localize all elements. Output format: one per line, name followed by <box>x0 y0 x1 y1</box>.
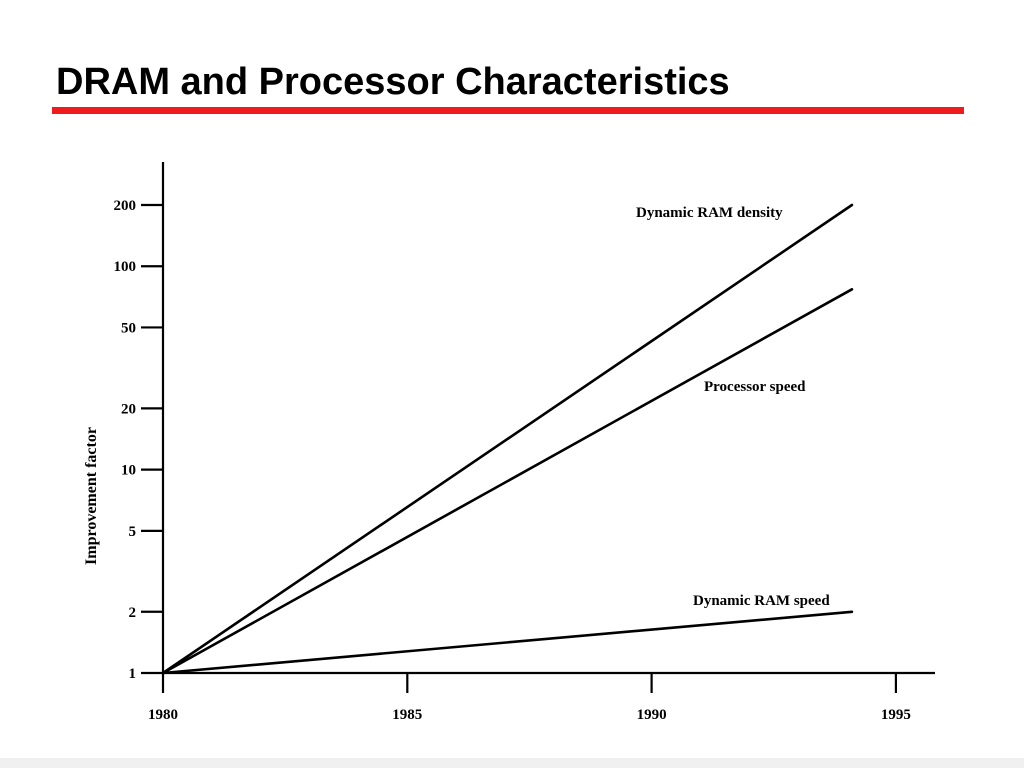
chart-labels: Improvement factor Dynamic RAM density Pro… <box>83 205 830 609</box>
y-tick-label: 5 <box>129 524 137 540</box>
slide-footer-band <box>0 758 1024 768</box>
chart-ticks: 1 2 5 10 20 50 100 200 1980 1985 1990 1995 <box>114 198 911 723</box>
x-tick-label: 1980 <box>148 707 178 723</box>
y-tick-label: 200 <box>114 198 137 214</box>
y-tick-label: 50 <box>121 320 136 336</box>
y-axis-title: Improvement factor <box>83 427 100 565</box>
series-line-processor-speed <box>161 288 854 675</box>
y-tick-label: 20 <box>121 401 136 417</box>
series-label-dynamic-ram-density: Dynamic RAM density <box>636 205 783 221</box>
series-line-dynamic-ram-density <box>161 203 854 675</box>
series-label-processor-speed: Processor speed <box>704 379 806 395</box>
y-tick-label: 100 <box>114 259 137 275</box>
y-tick-label: 2 <box>129 605 137 621</box>
x-tick-label: 1990 <box>637 707 667 723</box>
x-tick-label: 1995 <box>881 707 911 723</box>
x-tick-label: 1985 <box>392 707 422 723</box>
y-tick-label: 1 <box>129 666 137 682</box>
chart-axes <box>161 162 935 675</box>
y-tick-label: 10 <box>121 463 136 479</box>
title-underline <box>52 107 964 114</box>
series-line-dynamic-ram-speed <box>161 610 854 675</box>
chart-series <box>161 203 854 675</box>
series-label-dynamic-ram-speed: Dynamic RAM speed <box>693 593 830 609</box>
slide-title: DRAM and Processor Characteristics <box>56 61 730 103</box>
